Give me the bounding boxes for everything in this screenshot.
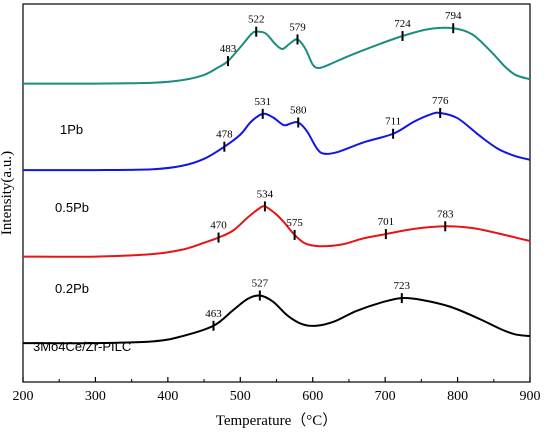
- peak-label: 776: [432, 95, 449, 107]
- x-axis-title: Temperature（°C）: [216, 412, 338, 429]
- series-label: 1Pb: [60, 122, 83, 137]
- peak-label: 463: [205, 308, 222, 320]
- peak-markers: 483 522 579 724 794 478 531 580 711 776 470 534 575 7…: [205, 10, 462, 331]
- peak-label: 701: [378, 216, 395, 228]
- series-label: 3Mo4Ce/Zr-PILC: [33, 339, 131, 354]
- peak-label: 522: [248, 14, 265, 26]
- peak-label: 531: [254, 96, 271, 108]
- peak-label: 478: [216, 129, 233, 141]
- series-label: 0.5Pb: [55, 200, 89, 215]
- series-labels: 1Pb 0.5Pb 0.2Pb 3Mo4Ce/Zr-PILC: [33, 122, 131, 354]
- peak-label: 794: [445, 10, 462, 22]
- x-tick-label: 500: [230, 389, 251, 404]
- series-line: [22, 205, 531, 258]
- series-line: [22, 111, 531, 172]
- plot-frame: [22, 3, 531, 383]
- y-axis-title: Intensity(a.u.): [0, 151, 15, 235]
- x-tick-label: 200: [13, 389, 34, 404]
- peak-label: 575: [286, 217, 303, 229]
- series-line: [22, 294, 531, 345]
- series-line: [22, 26, 531, 85]
- series-layer: [22, 26, 531, 345]
- x-tick-label: 800: [447, 389, 468, 404]
- peak-label: 783: [437, 208, 454, 220]
- x-tick-label: 600: [302, 389, 323, 404]
- peak-label: 579: [289, 21, 306, 33]
- x-tick-label: 900: [520, 389, 541, 404]
- peak-label: 711: [385, 116, 401, 128]
- x-tick-label: 400: [157, 389, 178, 404]
- x-tick-label: 700: [375, 389, 396, 404]
- peak-label: 580: [290, 105, 307, 117]
- series-label: 0.2Pb: [55, 281, 89, 296]
- peak-label: 534: [257, 188, 274, 200]
- peak-label: 724: [394, 18, 411, 30]
- peak-label: 470: [210, 220, 227, 232]
- peak-label: 527: [252, 278, 269, 290]
- peak-label: 723: [394, 280, 411, 292]
- peak-label: 483: [220, 43, 237, 55]
- x-tick-label: 300: [85, 389, 106, 404]
- axes: 200 300 400 500 600 700 800 900: [13, 3, 541, 404]
